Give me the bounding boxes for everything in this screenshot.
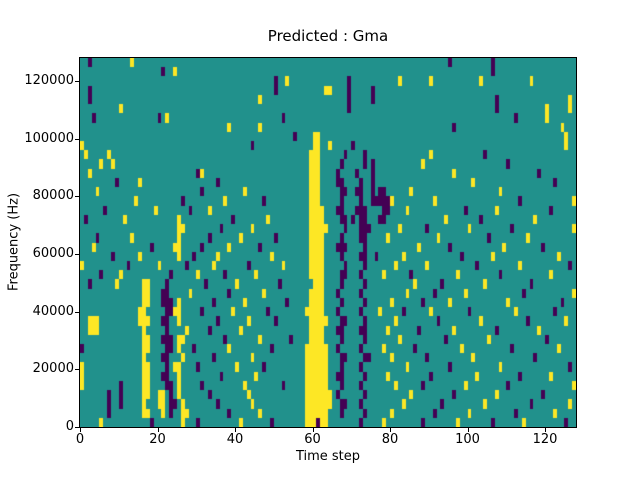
x-tick-mark	[157, 428, 159, 432]
x-tick-label: 0	[75, 432, 85, 447]
x-tick-mark	[312, 428, 314, 432]
y-tick-mark	[75, 196, 79, 198]
y-tick-mark	[75, 81, 79, 83]
x-tick-mark	[235, 428, 236, 432]
x-tick-label: 60	[304, 432, 321, 447]
x-tick-label: 20	[149, 432, 166, 447]
y-tick-label: 60000	[32, 246, 74, 261]
y-tick-label: 20000	[32, 361, 74, 377]
y-tick-label: 120000	[24, 73, 74, 89]
x-tick-label: 120	[532, 432, 558, 447]
x-tick-mark	[80, 428, 81, 432]
plot-area	[79, 57, 577, 428]
y-tick-mark	[75, 311, 79, 313]
y-tick-label: 80000	[32, 188, 74, 204]
y-tick-label: 100000	[24, 130, 74, 146]
y-tick-label: 0	[65, 419, 74, 434]
chart-title: Predicted : Gma	[267, 27, 389, 45]
x-tick-mark	[545, 428, 546, 432]
heatmap-canvas	[80, 58, 576, 427]
y-tick-mark	[75, 138, 79, 140]
x-axis-label: Time step	[295, 449, 361, 464]
x-tick-label: 100	[455, 432, 480, 447]
x-tick-label: 40	[226, 432, 244, 447]
x-tick-label: 80	[381, 432, 399, 447]
y-tick-mark	[75, 369, 79, 371]
y-tick-label: 40000	[32, 303, 74, 319]
y-tick-mark	[75, 254, 79, 255]
x-tick-mark	[390, 428, 391, 432]
y-axis-label: Frequency (Hz)	[6, 192, 22, 292]
y-tick-mark	[75, 427, 79, 428]
x-tick-mark	[467, 428, 469, 432]
